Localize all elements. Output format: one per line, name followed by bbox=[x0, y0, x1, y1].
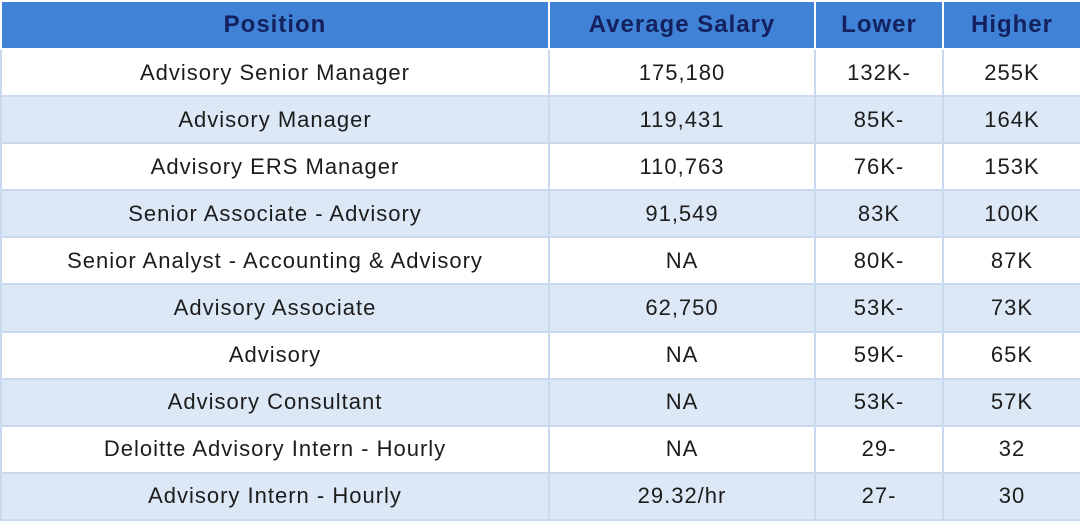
header-row: Position Average Salary Lower Higher bbox=[0, 0, 1080, 50]
header-cell: Lower bbox=[814, 0, 944, 50]
table-cell: NA bbox=[548, 236, 816, 286]
table-cell: 85K- bbox=[814, 95, 944, 145]
table-cell: 30 bbox=[942, 471, 1080, 521]
table-row: Advisory NA 59K- 65K bbox=[0, 330, 1080, 380]
table-header: Position Average Salary Lower Higher bbox=[0, 0, 1080, 50]
table-cell: Senior Analyst - Accounting & Advisory bbox=[0, 236, 550, 286]
table-cell: NA bbox=[548, 330, 816, 380]
header-cell: Position bbox=[0, 0, 550, 50]
table-cell: NA bbox=[548, 377, 816, 427]
table-cell: 83K bbox=[814, 189, 944, 239]
table-cell: 153K bbox=[942, 142, 1080, 192]
table-cell: 87K bbox=[942, 236, 1080, 286]
table-cell: 65K bbox=[942, 330, 1080, 380]
table-cell: 164K bbox=[942, 95, 1080, 145]
table-cell: 100K bbox=[942, 189, 1080, 239]
table-cell: NA bbox=[548, 424, 816, 474]
table-cell: 255K bbox=[942, 47, 1080, 98]
table-row: Advisory Senior Manager 175,180 132K- 255K bbox=[0, 47, 1080, 98]
header-cell: Average Salary bbox=[548, 0, 816, 50]
table-cell: 91,549 bbox=[548, 189, 816, 239]
table-cell: 175,180 bbox=[548, 47, 816, 98]
table-cell: 110,763 bbox=[548, 142, 816, 192]
table-body: Advisory Senior Manager 175,180 132K- 255K A… bbox=[0, 47, 1080, 521]
header-cell: Higher bbox=[942, 0, 1080, 50]
table-cell: Senior Associate - Advisory bbox=[0, 189, 550, 239]
table-cell: Deloitte Advisory Intern - Hourly bbox=[0, 424, 550, 474]
table-row: Advisory Consultant NA 53K- 57K bbox=[0, 377, 1080, 427]
table-cell: Advisory Associate bbox=[0, 283, 550, 333]
table-cell: 53K- bbox=[814, 377, 944, 427]
table-cell: Advisory bbox=[0, 330, 550, 380]
table-cell: Advisory Manager bbox=[0, 95, 550, 145]
table-row: Advisory Manager 119,431 85K- 164K bbox=[0, 95, 1080, 145]
table-cell: 32 bbox=[942, 424, 1080, 474]
table-cell: 80K- bbox=[814, 236, 944, 286]
table-cell: 132K- bbox=[814, 47, 944, 98]
table-row: Advisory Intern - Hourly 29.32/hr 27- 30 bbox=[0, 471, 1080, 521]
table-cell: 27- bbox=[814, 471, 944, 521]
table-cell: 29- bbox=[814, 424, 944, 474]
table-row: Senior Associate - Advisory 91,549 83K 100K bbox=[0, 189, 1080, 239]
table-cell: 62,750 bbox=[548, 283, 816, 333]
table-cell: 76K- bbox=[814, 142, 944, 192]
table-row: Advisory Associate 62,750 53K- 73K bbox=[0, 283, 1080, 333]
table-row: Deloitte Advisory Intern - Hourly NA 29- 32 bbox=[0, 424, 1080, 474]
table-cell: 59K- bbox=[814, 330, 944, 380]
table-row: Senior Analyst - Accounting & Advisory NA… bbox=[0, 236, 1080, 286]
table-cell: Advisory Intern - Hourly bbox=[0, 471, 550, 521]
table-cell: 29.32/hr bbox=[548, 471, 816, 521]
table-cell: 57K bbox=[942, 377, 1080, 427]
table-cell: Advisory Senior Manager bbox=[0, 47, 550, 98]
table-row: Advisory ERS Manager 110,763 76K- 153K bbox=[0, 142, 1080, 192]
table-cell: Advisory Consultant bbox=[0, 377, 550, 427]
table-cell: 53K- bbox=[814, 283, 944, 333]
table-cell: 119,431 bbox=[548, 95, 816, 145]
table-cell: 73K bbox=[942, 283, 1080, 333]
table-cell: Advisory ERS Manager bbox=[0, 142, 550, 192]
